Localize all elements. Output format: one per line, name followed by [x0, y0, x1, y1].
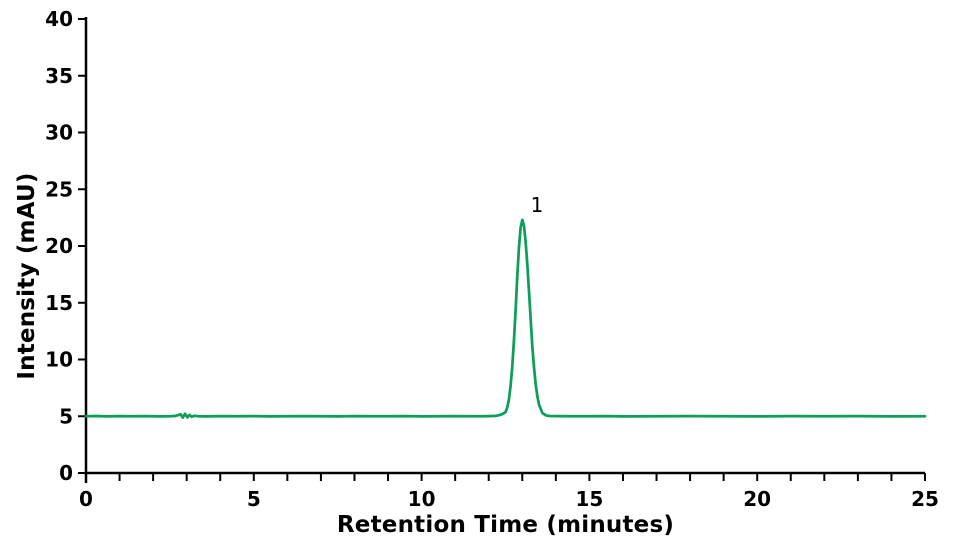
- y-tick-label: 25: [45, 177, 73, 201]
- y-tick-label: 5: [59, 404, 73, 428]
- y-tick-label: 20: [45, 234, 73, 258]
- peak-label: 1: [531, 193, 544, 217]
- y-tick-label: 30: [45, 121, 73, 145]
- x-tick-label: 5: [247, 487, 261, 511]
- series-line: [84, 218, 927, 419]
- x-axis-title: Retention Time (minutes): [336, 512, 675, 538]
- x-tick-label: 0: [79, 487, 93, 511]
- y-axis-title: Intensity (mAU): [14, 172, 40, 380]
- y-tick-label: 0: [59, 461, 73, 485]
- peak-annotations: 1: [531, 193, 544, 217]
- x-tick-label: 25: [911, 487, 939, 511]
- y-tick-label: 15: [45, 291, 73, 315]
- chromatogram-trace: [84, 218, 927, 419]
- x-tick-label: 20: [743, 487, 771, 511]
- x-tick-label: 10: [408, 487, 436, 511]
- axes: [84, 17, 925, 483]
- axis-tick-labels: 0 5 10 15 20 25 30 35 40 0 5 10 15 20 25: [45, 7, 939, 511]
- y-tick-label: 35: [45, 64, 73, 88]
- y-tick-label: 40: [45, 7, 73, 31]
- x-tick-label: 15: [575, 487, 603, 511]
- axis-ticks: [78, 18, 926, 481]
- y-tick-label: 10: [45, 348, 73, 372]
